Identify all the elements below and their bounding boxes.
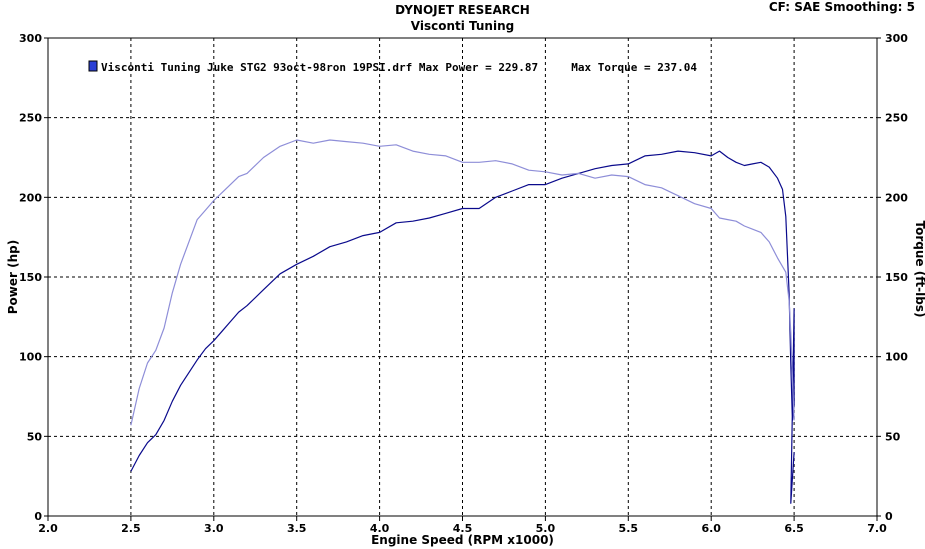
y-axis-label: Power (hp) [6,239,20,315]
y-tick-label: 150 [19,271,42,284]
x-tick-label: 2.0 [38,522,58,535]
y2-tick-label: 50 [885,430,901,443]
chart-title: DYNOJET RESEARCH [395,3,530,17]
x-axis-ticks: 2.0 2.5 3.0 3.5 4.0 4.5 5.0 5.5 6.0 6.5 7.0 [38,516,887,535]
y-tick-label: 100 [19,351,42,364]
y2-axis-ticks: 0 50 100 150 200 250 300 [877,32,908,523]
y2-tick-label: 150 [885,271,908,284]
y2-axis-label: Torque (ft-lbs) [913,220,925,318]
y-tick-label: 0 [34,510,42,523]
y2-tick-label: 0 [885,510,893,523]
y2-tick-label: 100 [885,351,908,364]
x-tick-label: 4.5 [453,522,473,535]
y-tick-label: 300 [19,32,42,45]
y2-tick-label: 200 [885,191,908,204]
x-tick-label: 4.0 [370,522,390,535]
x-tick-label: 6.5 [784,522,804,535]
x-tick-label: 7.0 [867,522,887,535]
x-tick-label: 6.0 [701,522,721,535]
series-line-torque [130,139,795,426]
y-tick-label: 50 [27,430,43,443]
x-axis-label: Engine Speed (RPM x1000) [371,533,554,547]
x-tick-label: 5.5 [619,522,639,535]
y-tick-label: 200 [19,191,42,204]
series-line-power [130,150,795,504]
x-tick-label: 5.0 [536,522,556,535]
y2-tick-label: 300 [885,32,908,45]
legend: Visconti Tuning Juke STG2 93oct-98ron 19… [88,60,697,74]
chart-subtitle: Visconti Tuning [410,19,515,33]
x-tick-label: 3.0 [204,522,224,535]
x-tick-label: 2.5 [121,522,141,535]
series-lines [130,139,795,504]
legend-entry: Visconti Tuning Juke STG2 93oct-98ron 19… [101,61,697,74]
correction-settings: CF: SAE Smoothing: 5 [768,0,915,14]
y-tick-label: 250 [19,112,42,125]
y-axis-ticks: 0 50 100 150 200 250 300 [19,32,48,523]
y2-tick-label: 250 [885,112,908,125]
grid-lines [48,38,877,516]
legend-swatch [88,60,98,72]
x-tick-label: 3.5 [287,522,307,535]
